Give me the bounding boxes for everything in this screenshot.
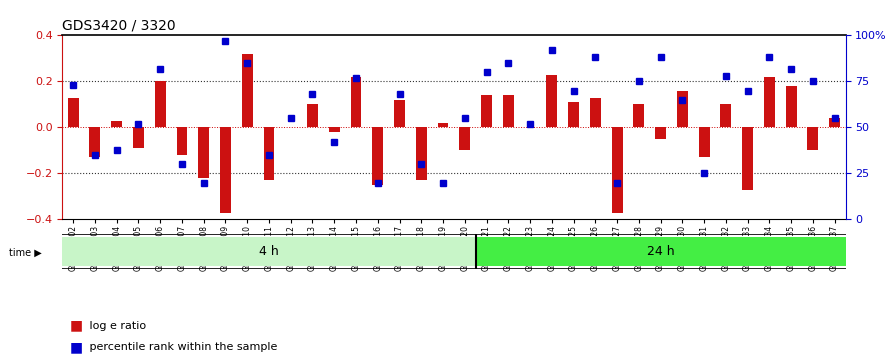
Bar — [416, 127, 426, 181]
Bar — [786, 86, 797, 127]
Bar — [677, 91, 688, 127]
Bar — [481, 95, 492, 127]
Text: percentile rank within the sample: percentile rank within the sample — [85, 342, 277, 352]
Bar — [351, 77, 361, 127]
Bar — [699, 127, 709, 157]
Text: 4 h: 4 h — [259, 245, 279, 258]
Bar — [198, 127, 209, 178]
Bar — [111, 120, 122, 127]
Text: ■: ■ — [70, 340, 84, 354]
Bar — [90, 127, 101, 157]
Bar — [133, 127, 144, 148]
Bar — [590, 97, 601, 127]
Bar — [546, 75, 557, 127]
Bar — [242, 54, 253, 127]
Bar — [503, 95, 514, 127]
Bar — [742, 127, 753, 190]
Bar — [438, 123, 449, 127]
Bar — [459, 127, 470, 150]
Bar — [611, 127, 622, 212]
Bar — [829, 118, 840, 127]
Bar — [634, 104, 644, 127]
Bar — [68, 97, 78, 127]
Bar — [176, 127, 188, 155]
Bar — [394, 100, 405, 127]
Bar — [307, 104, 318, 127]
Text: 24 h: 24 h — [647, 245, 675, 258]
Bar — [568, 102, 579, 127]
Bar — [372, 127, 384, 185]
Bar — [655, 127, 666, 139]
Text: time ▶: time ▶ — [9, 248, 42, 258]
Text: log e ratio: log e ratio — [85, 321, 146, 331]
Bar — [475, 237, 846, 266]
Bar — [720, 104, 732, 127]
Bar — [807, 127, 818, 150]
Bar — [155, 81, 166, 127]
Text: ■: ■ — [70, 319, 84, 333]
Text: GDS3420 / 3320: GDS3420 / 3320 — [62, 19, 176, 33]
Bar — [62, 237, 475, 266]
Bar — [263, 127, 274, 181]
Bar — [764, 77, 775, 127]
Bar — [220, 127, 231, 212]
Bar — [328, 127, 340, 132]
